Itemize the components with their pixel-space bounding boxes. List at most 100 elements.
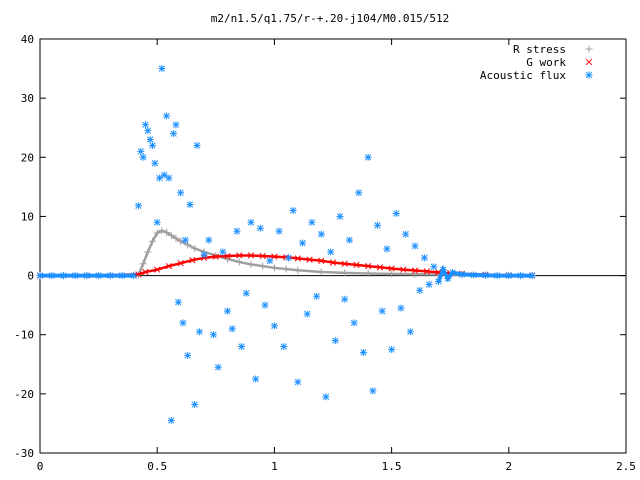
- data-point: [184, 351, 192, 359]
- y-tick-label: -30: [14, 447, 34, 460]
- data-point: [406, 328, 414, 336]
- data-point: [247, 260, 255, 268]
- data-point: [411, 242, 419, 250]
- axes: 0 0.5 1 1.5 2 2.5 -30 -20 -10 0 10 20 30 40: [14, 33, 636, 473]
- x-tick-label: 2.5: [616, 460, 636, 473]
- data-point: [167, 231, 175, 239]
- legend-label: R stress: [513, 43, 566, 56]
- data-point: [130, 272, 138, 280]
- x-tick-label: 0.5: [147, 460, 167, 473]
- data-point: [163, 228, 171, 236]
- data-point: [212, 253, 219, 260]
- data-point: [308, 218, 316, 226]
- data-point: [177, 189, 185, 197]
- data-point: [135, 271, 142, 278]
- y-tick-label: -20: [14, 388, 34, 401]
- data-point: [374, 221, 382, 229]
- data-point: [160, 171, 168, 179]
- data-point: [317, 268, 325, 276]
- data-point: [48, 272, 56, 280]
- data-point: [425, 280, 433, 288]
- data-point: [189, 257, 196, 264]
- data-point: [151, 159, 159, 167]
- data-point: [449, 269, 457, 277]
- data-point: [439, 266, 447, 274]
- data-point: [247, 218, 255, 226]
- data-point: [329, 259, 337, 266]
- data-point: [153, 229, 161, 237]
- data-point: [317, 230, 325, 238]
- data-point: [313, 292, 321, 300]
- data-point: [331, 337, 339, 345]
- data-point: [156, 174, 164, 182]
- data-point: [177, 259, 184, 267]
- data-point: [144, 248, 152, 256]
- data-point: [282, 265, 290, 273]
- data-point: [517, 272, 525, 280]
- data-point: [36, 272, 44, 280]
- data-point: [289, 207, 297, 215]
- series-2: [36, 65, 536, 424]
- data-point: [528, 272, 536, 280]
- data-point: [165, 174, 173, 182]
- data-point: [158, 227, 166, 235]
- data-point: [270, 264, 278, 272]
- data-point: [214, 363, 222, 371]
- data-point: [165, 262, 173, 270]
- x-tick-label: 2: [505, 460, 512, 473]
- data-point: [71, 272, 79, 280]
- data-point: [134, 202, 142, 210]
- data-point: [388, 270, 396, 278]
- x-tick-label: 0: [37, 460, 44, 473]
- legend-marker: [585, 45, 593, 53]
- data-point: [400, 266, 407, 273]
- data-point: [181, 236, 189, 244]
- x-tick-label: 1: [271, 460, 278, 473]
- data-point: [416, 286, 424, 294]
- data-point: [270, 322, 278, 330]
- data-point: [252, 375, 260, 383]
- data-point: [191, 244, 199, 252]
- data-point: [294, 255, 301, 262]
- data-point: [95, 272, 103, 280]
- data-point: [233, 227, 241, 235]
- data-point: [219, 248, 227, 256]
- data-point: [137, 147, 145, 155]
- data-point: [139, 260, 147, 268]
- data-point: [200, 251, 208, 259]
- y-tick-label: 30: [21, 92, 34, 105]
- data-point: [158, 65, 166, 73]
- data-point: [261, 301, 269, 309]
- data-point: [350, 319, 358, 327]
- data-point: [238, 343, 246, 351]
- data-point: [318, 257, 325, 264]
- data-point: [179, 319, 187, 327]
- data-point: [341, 260, 348, 267]
- data-point: [106, 272, 114, 280]
- data-point: [327, 248, 335, 256]
- data-point: [174, 298, 182, 306]
- y-tick-label: 20: [21, 151, 34, 164]
- y-tick-label: 0: [27, 270, 34, 283]
- data-point: [139, 153, 147, 161]
- legend-label: Acoustic flux: [480, 69, 566, 82]
- data-point: [186, 201, 194, 209]
- data-point: [191, 401, 199, 409]
- y-tick-label: 40: [21, 33, 34, 46]
- data-point: [430, 263, 438, 271]
- data-point: [146, 136, 154, 144]
- data-point: [322, 393, 330, 401]
- data-point: [481, 271, 489, 279]
- data-point: [294, 378, 302, 386]
- data-point: [167, 416, 175, 424]
- data-point: [247, 252, 255, 259]
- data-point: [402, 230, 410, 238]
- data-point: [345, 236, 353, 244]
- y-tick-label: 10: [21, 210, 34, 223]
- data-point: [493, 272, 501, 280]
- data-point: [355, 189, 363, 197]
- data-point: [397, 304, 405, 312]
- data-point: [388, 265, 395, 272]
- data-point: [149, 237, 157, 245]
